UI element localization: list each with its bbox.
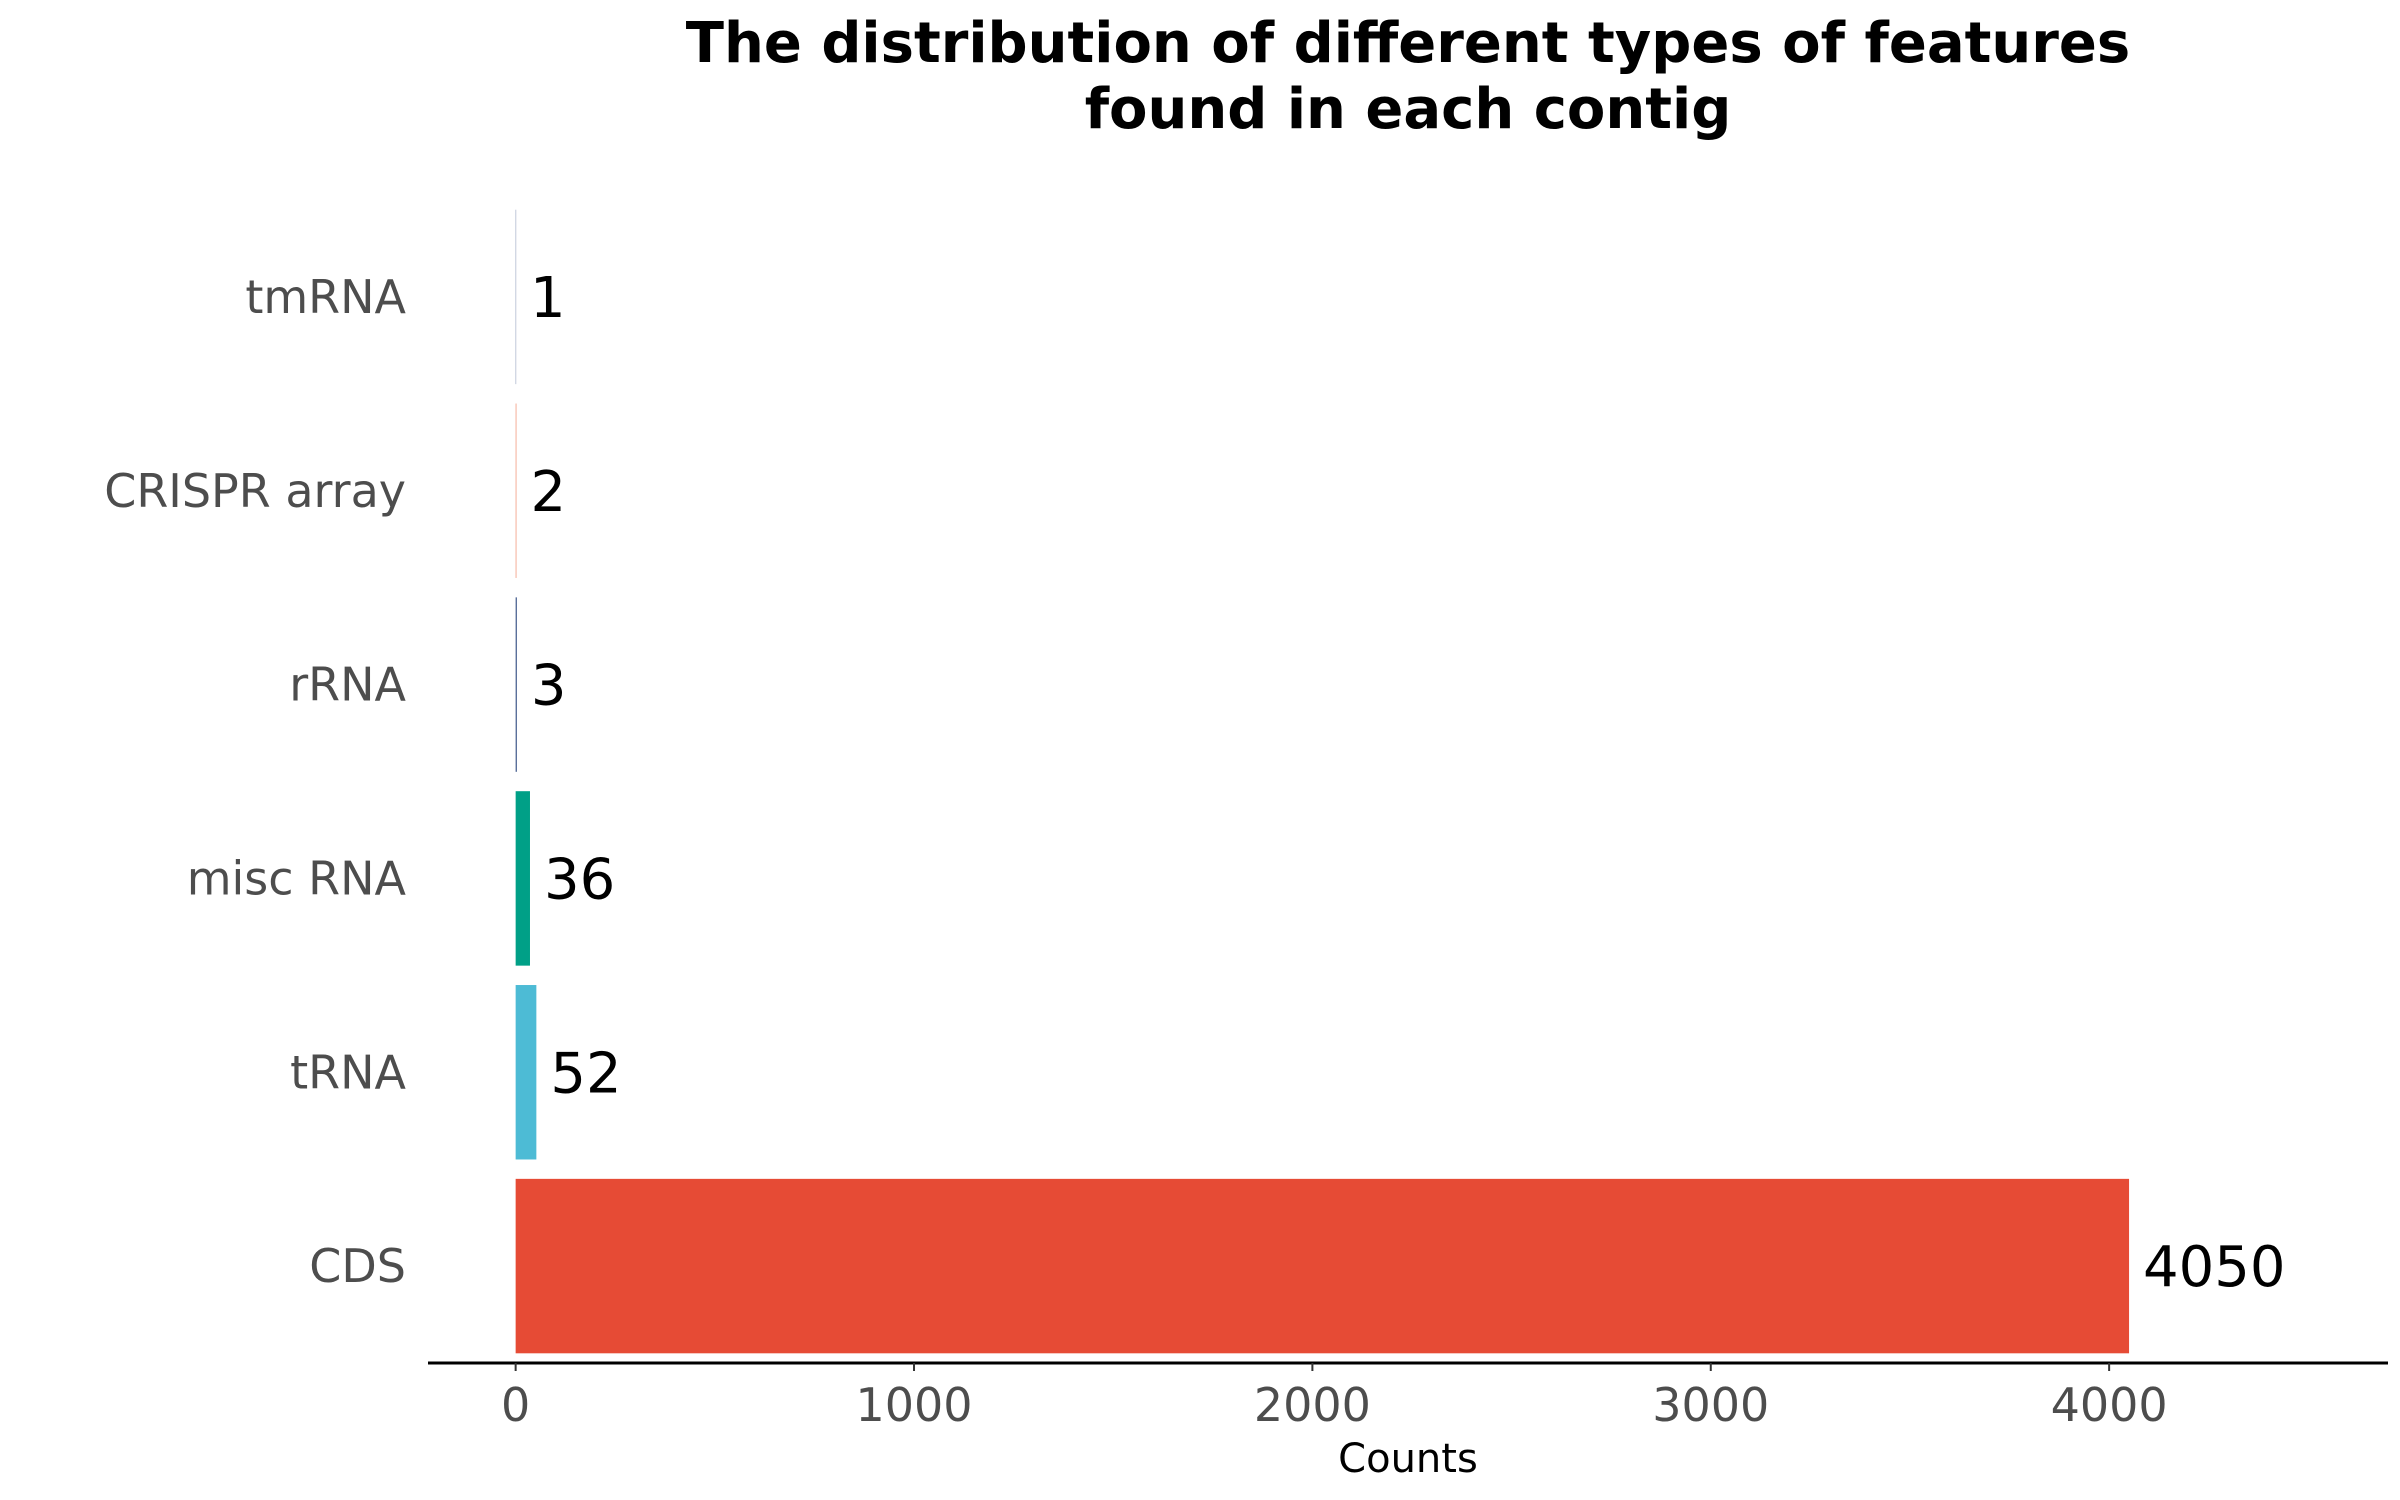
x-axis-ticks: 0 1000 2000 3000 4000 [501, 1363, 2168, 1432]
bar-misc-rna [515, 791, 530, 966]
value-label-rrna: 3 [531, 654, 567, 719]
value-label-misc-rna: 36 [544, 847, 615, 912]
chart-title-line-1: The distribution of different types of f… [686, 11, 2130, 76]
bar-rrna [515, 597, 517, 772]
value-label-crispr-array: 2 [530, 460, 566, 525]
category-label-tmrna: tmRNA [245, 270, 406, 324]
value-label-tmrna: 1 [530, 266, 566, 331]
x-tick-label-3000: 3000 [1652, 1378, 1769, 1432]
value-label-trna: 52 [550, 1041, 621, 1106]
value-labels: 4050 52 36 3 2 1 [530, 266, 2286, 1300]
category-label-cds: CDS [309, 1239, 406, 1293]
chart-title-line-2: found in each contig [1085, 77, 1732, 142]
x-tick-label-1000: 1000 [855, 1378, 972, 1432]
bar-crispr-array [515, 403, 517, 578]
category-labels: CDS tRNA misc RNA rRNA CRISPR array tmRNA [104, 270, 406, 1293]
bar-tmrna [515, 209, 517, 385]
x-tick-label-0: 0 [501, 1378, 530, 1432]
category-label-trna: tRNA [290, 1045, 406, 1099]
bar-trna [515, 985, 537, 1160]
x-tick-label-4000: 4000 [2051, 1378, 2168, 1432]
category-label-rrna: rRNA [289, 658, 406, 712]
category-label-crispr-array: CRISPR array [104, 464, 406, 518]
x-axis-title: Counts [1338, 1436, 1478, 1482]
bars-layer [515, 209, 2130, 1354]
category-label-misc-rna: misc RNA [187, 851, 407, 905]
x-tick-label-2000: 2000 [1254, 1378, 1371, 1432]
bar-cds [515, 1178, 2130, 1354]
value-label-cds: 4050 [2143, 1235, 2286, 1300]
